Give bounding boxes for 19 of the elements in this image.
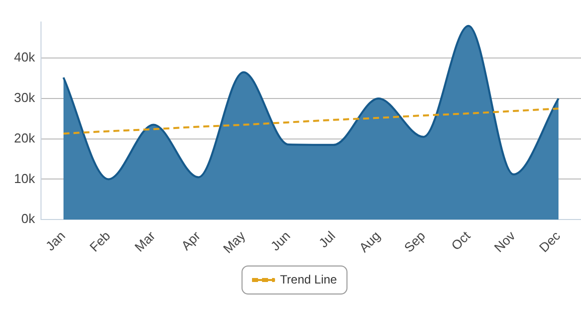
x-tick-label: Mar	[132, 228, 159, 255]
x-tick-label: Aug	[356, 228, 384, 256]
x-tick-label: Nov	[491, 228, 518, 256]
x-tick-label: Jan	[42, 228, 68, 254]
y-tick-label: 0k	[21, 211, 36, 226]
y-tick-label: 30k	[14, 90, 36, 106]
x-tick-label: Jun	[268, 228, 294, 254]
x-tick-label: Jul	[316, 228, 338, 251]
x-tick-label: Oct	[448, 228, 474, 254]
y-tick-label: 40k	[14, 50, 36, 65]
x-tick-label: Sep	[401, 228, 428, 256]
x-tick-label: Feb	[86, 228, 114, 255]
x-tick-label: Dec	[536, 228, 564, 256]
line-series	[62, 108, 560, 135]
x-tick-label: Apr	[178, 228, 204, 254]
y-tick-label: 20k	[14, 130, 36, 146]
x-tick-label: May	[220, 228, 248, 256]
y-tick-label: 10k	[14, 170, 36, 186]
legend-label: Trend Line	[280, 272, 338, 286]
